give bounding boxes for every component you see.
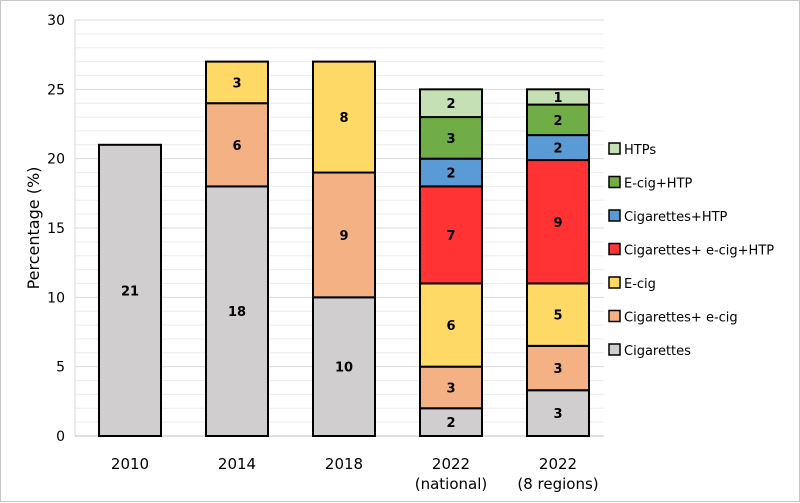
bar-value-label: 3	[232, 76, 241, 91]
legend-label: Cigarettes+ e-cig	[624, 311, 738, 326]
bar-value-label: 5	[553, 309, 562, 324]
bar-value-label: 21	[121, 284, 139, 299]
bar-value-label: 3	[446, 132, 455, 147]
y-tick-label: 15	[47, 221, 65, 237]
bar-segment	[526, 88, 590, 106]
y-tick-label: 25	[47, 82, 65, 98]
legend-label: HTPs	[624, 143, 656, 158]
bar-value-label: 2	[446, 167, 455, 182]
bar-value-label: 1	[553, 91, 562, 106]
bar-segment	[526, 159, 590, 285]
legend-label: E-cig+HTP	[624, 177, 693, 192]
legend-label: E-cig	[624, 277, 656, 292]
bar-value-label: 3	[553, 362, 562, 377]
y-tick-label: 5	[56, 360, 65, 376]
x-category-label: (national)	[415, 475, 488, 493]
y-axis-ticks: 0 5 10 15 20 25 30	[47, 13, 65, 445]
bar-segment	[312, 60, 376, 174]
bar-segment	[312, 296, 376, 438]
bar-value-label: 2	[553, 142, 562, 157]
x-category-label: 2022	[432, 455, 470, 473]
bar-segment	[419, 185, 483, 285]
bar-segment	[419, 365, 483, 410]
x-category-label: 2010	[111, 455, 149, 473]
bar-value-label: 6	[446, 319, 455, 334]
bar-segment	[526, 134, 590, 162]
bar-segment	[312, 171, 376, 299]
bar-segment	[419, 157, 483, 188]
bar-value-label: 3	[446, 381, 455, 396]
legend-label: Cigarettes	[624, 344, 691, 359]
bar-segment	[205, 60, 269, 105]
x-category-label: (8 regions)	[517, 475, 598, 493]
bar-segment	[526, 344, 590, 392]
bar-value-label: 6	[232, 139, 241, 154]
bar-segment	[205, 185, 269, 437]
legend-label: Cigarettes+HTP	[624, 210, 728, 225]
legend-swatch	[608, 276, 621, 289]
bar-value-label: 9	[339, 229, 348, 244]
bar-value-label: 2	[446, 416, 455, 431]
bar-value-label: 9	[553, 216, 562, 231]
bar-value-label: 10	[335, 361, 353, 376]
legend-swatch	[608, 175, 621, 189]
y-tick-label: 20	[47, 152, 65, 168]
bar-segment	[526, 282, 590, 347]
bar-segment	[419, 88, 483, 119]
bar-value-label: 8	[339, 111, 348, 126]
legend-swatch	[608, 343, 621, 356]
x-axis-categories: 2010 2014 2018 2022 (national) 2022 (8 regions…	[111, 455, 599, 493]
legend-swatch	[608, 142, 621, 155]
bar-segment	[526, 389, 590, 437]
bar-value-label: 18	[228, 305, 246, 320]
x-category-label: 2014	[218, 455, 256, 473]
bar-value-label: 3	[553, 407, 562, 422]
x-category-label: 2022	[539, 455, 577, 473]
legend-swatch	[608, 242, 621, 256]
y-tick-label: 30	[47, 13, 65, 29]
y-tick-label: 0	[56, 429, 65, 445]
x-category-label: 2018	[325, 455, 363, 473]
bar-segment	[98, 143, 162, 438]
bar-value-label: 7	[446, 229, 455, 244]
y-axis-title: Percentage (%)	[24, 167, 43, 290]
bar-value-label: 2	[446, 97, 455, 112]
legend-label: Cigarettes+ e-cig+HTP	[624, 244, 774, 259]
legend-swatch	[608, 309, 621, 323]
y-tick-label: 10	[47, 290, 65, 306]
legend: HTPs E-cig+HTP Cigarettes+HTP Cigarettes+ e…	[608, 142, 774, 359]
bar-value-label: 2	[553, 114, 562, 129]
bar-segment	[419, 282, 483, 368]
bar-segment	[419, 407, 483, 437]
bar-segment	[205, 102, 269, 188]
legend-swatch	[608, 209, 621, 222]
